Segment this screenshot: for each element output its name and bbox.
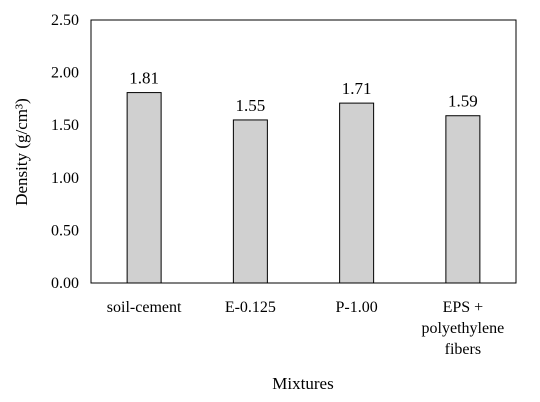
bars [126, 92, 481, 284]
data-label: 1.71 [342, 79, 372, 98]
plot-area [90, 19, 517, 284]
category-label: P-1.00 [336, 299, 378, 316]
y-axis-title: Density (g/cm³) [12, 98, 31, 206]
data-label: 1.59 [448, 92, 478, 111]
y-tick-label: 0.00 [51, 275, 79, 292]
y-tick-label: 0.50 [51, 222, 79, 239]
category-labels: soil-cement E-0.125 P-1.00 EPS + polyethylen… [107, 299, 504, 358]
category-label: fibers [445, 341, 481, 358]
category-label: E-0.125 [225, 299, 276, 316]
bar [126, 92, 162, 284]
bar [339, 102, 375, 284]
y-tick-label: 2.50 [51, 12, 79, 29]
y-tick-label: 1.00 [51, 170, 79, 187]
data-label: 1.55 [236, 96, 266, 115]
category-label: EPS + [443, 299, 484, 316]
data-label: 1.81 [129, 69, 159, 88]
bar [232, 119, 268, 284]
y-axis-ticks: 0.00 0.50 1.00 1.50 2.00 2.50 [51, 12, 79, 292]
x-axis-title: Mixtures [272, 374, 333, 393]
data-labels: 1.81 1.55 1.71 1.59 [129, 69, 478, 115]
y-tick-label: 2.00 [51, 65, 79, 82]
bar [445, 115, 481, 284]
category-label: soil-cement [107, 299, 182, 316]
y-tick-label: 1.50 [51, 117, 79, 134]
category-label: polyethylene [422, 320, 505, 337]
